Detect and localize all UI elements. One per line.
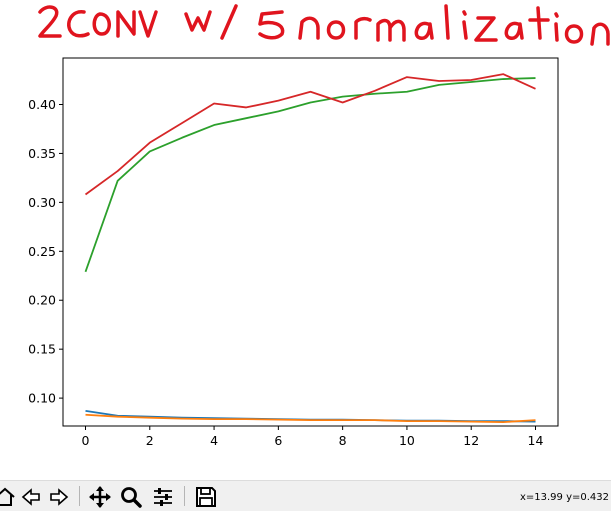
plot-area xyxy=(62,57,559,427)
navigation-toolbar: x=13.99 y=0.432 xyxy=(0,480,611,511)
sliders-icon xyxy=(154,487,172,506)
back-arrow-icon xyxy=(21,487,40,506)
toolbar-separator xyxy=(79,486,80,506)
axis-ticks: 0 2 4 6 8 10 12 14 0.10 0.15 0.20 0.25 0.30 0.35 0.40 xyxy=(28,97,543,448)
x-tick-label: 0 xyxy=(82,433,90,448)
forward-button[interactable] xyxy=(46,484,72,509)
x-tick-label: 4 xyxy=(210,433,218,448)
magnifier-icon xyxy=(121,486,142,508)
move-icon xyxy=(89,485,111,508)
save-button[interactable] xyxy=(193,484,219,509)
y-tick-label: 0.10 xyxy=(28,391,56,406)
home-button[interactable] xyxy=(0,484,16,509)
series-line-2 xyxy=(85,413,536,423)
y-tick-label: 0.20 xyxy=(28,293,56,308)
x-tick-label: 10 xyxy=(399,433,415,448)
y-tick-label: 0.25 xyxy=(28,244,56,259)
handwritten-annotation xyxy=(38,4,610,46)
cursor-coordinates: x=13.99 y=0.432 xyxy=(519,492,609,503)
floppy-disk-icon xyxy=(196,486,216,507)
y-tick-label: 0.40 xyxy=(28,97,56,112)
configure-subplots-button[interactable] xyxy=(150,484,176,509)
x-tick-label: 8 xyxy=(339,433,347,448)
pan-button[interactable] xyxy=(87,484,113,509)
x-tick-label: 2 xyxy=(146,433,154,448)
toolbar-separator xyxy=(184,486,185,506)
series-line-3 xyxy=(84,77,536,273)
x-tick-label: 6 xyxy=(274,433,282,448)
zoom-button[interactable] xyxy=(118,484,144,509)
y-tick-label: 0.30 xyxy=(28,195,56,210)
figure-canvas: 0 2 4 6 8 10 12 14 0.10 0.15 0.20 0.25 0.30 0.35 0.40 xyxy=(28,4,610,448)
data-lines xyxy=(84,73,536,423)
forward-arrow-icon xyxy=(50,487,69,506)
y-tick-label: 0.15 xyxy=(28,342,56,357)
x-tick-label: 12 xyxy=(463,433,479,448)
home-icon xyxy=(0,487,15,506)
back-button[interactable] xyxy=(18,484,44,509)
series-line-4 xyxy=(84,73,536,196)
y-tick-label: 0.35 xyxy=(28,146,56,161)
x-tick-label: 14 xyxy=(528,433,544,448)
